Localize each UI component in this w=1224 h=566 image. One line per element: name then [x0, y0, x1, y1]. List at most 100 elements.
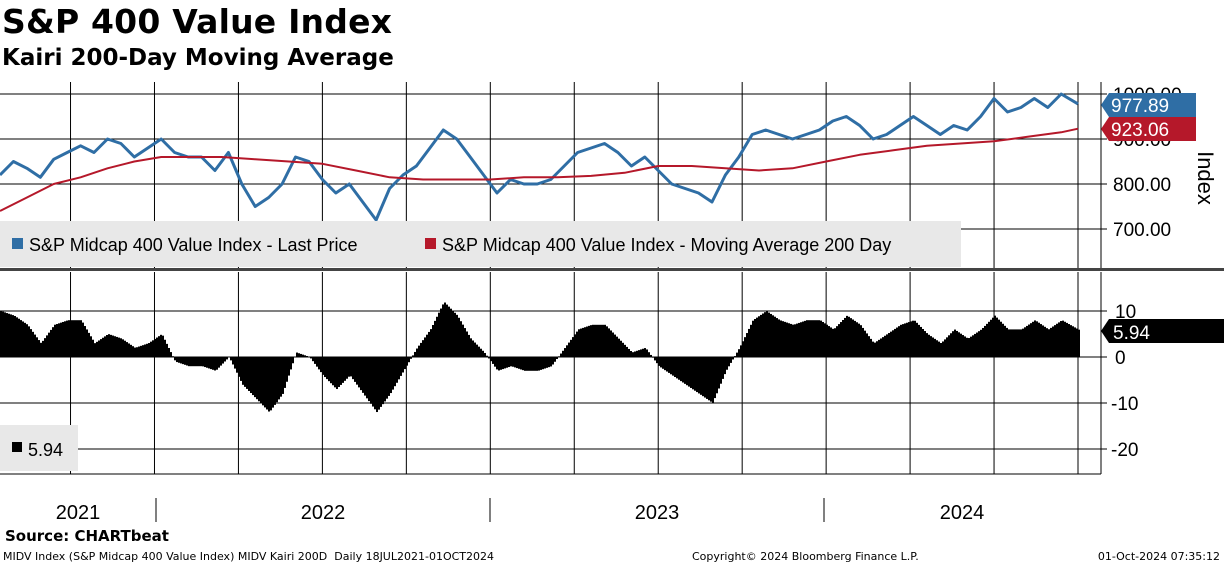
- kairi-bar: [810, 320, 812, 357]
- kairi-bar: [462, 324, 464, 357]
- ma-last-tag: [1101, 117, 1196, 141]
- kairi-bar: [164, 339, 166, 357]
- kairi-bar: [580, 328, 582, 357]
- kairi-bar: [614, 334, 616, 357]
- kairi-bar: [92, 339, 94, 357]
- kairi-bar: [18, 318, 20, 357]
- kairi-bar: [262, 357, 264, 406]
- kairi-bar: [152, 340, 154, 357]
- kairi-bar: [940, 342, 942, 357]
- kairi-bar: [276, 357, 278, 403]
- kairi-bar: [446, 304, 448, 357]
- kairi-bar: [40, 342, 42, 357]
- kairi-bar: [240, 357, 242, 381]
- footer-timestamp: 01-Oct-2024 07:35:12: [1097, 550, 1220, 563]
- kairi-bar: [56, 324, 58, 357]
- kairi-bar: [170, 352, 172, 357]
- kairi-bar: [1074, 327, 1076, 357]
- kairi-bar: [696, 357, 698, 393]
- kairi-bar: [570, 339, 572, 357]
- kairi-bar: [472, 340, 474, 357]
- kairi-bar: [134, 347, 136, 357]
- kairi-bar: [420, 342, 422, 357]
- kairi-bar: [924, 331, 926, 357]
- kairi-bar: [858, 323, 860, 357]
- kairi-bar: [636, 350, 638, 357]
- kairi-bar: [136, 347, 138, 357]
- kairi-bar: [686, 357, 688, 386]
- kairi-bar: [576, 331, 578, 357]
- kairi-bar: [1026, 325, 1028, 357]
- kairi-bar: [1056, 323, 1058, 357]
- kairi-bar: [30, 329, 32, 357]
- kairi-bar: [6, 313, 8, 357]
- panel-divider: [0, 268, 1224, 271]
- kairi-bar: [256, 357, 258, 400]
- kairi-bar: [274, 357, 276, 405]
- kairi-bar: [206, 357, 208, 368]
- kairi-bar: [882, 337, 884, 357]
- kairi-bar: [770, 313, 772, 357]
- kairi-bar: [1030, 323, 1032, 357]
- kairi-bar: [214, 357, 216, 371]
- kairi-bar: [76, 320, 78, 357]
- kairi-bar: [694, 357, 696, 391]
- upper-y-tick-label: 800.00: [1113, 175, 1171, 196]
- kairi-bar: [286, 357, 288, 382]
- kairi-bar: [86, 329, 88, 357]
- kairi-bar: [888, 333, 890, 357]
- kairi-bar: [162, 335, 164, 357]
- x-year-label: 2022: [301, 502, 346, 524]
- kairi-bar: [782, 321, 784, 357]
- kairi-bar: [1048, 329, 1050, 357]
- kairi-bar: [414, 351, 416, 357]
- kairi-bar: [34, 334, 36, 357]
- kairi-bar: [1012, 329, 1014, 357]
- kairi-bar: [1058, 322, 1060, 357]
- kairi-bar: [982, 327, 984, 357]
- kairi-bar: [766, 311, 768, 357]
- kairi-bar: [632, 352, 634, 357]
- kairi-bar: [798, 322, 800, 357]
- kairi-bar: [10, 314, 12, 357]
- kairi-bar: [856, 322, 858, 357]
- kairi-bar: [718, 357, 720, 389]
- kairi-bar: [434, 320, 436, 357]
- kairi-bar: [382, 357, 384, 405]
- kairi-bar: [836, 326, 838, 357]
- kairi-bar: [444, 302, 446, 357]
- kairi-bar: [934, 338, 936, 357]
- kairi-bar: [616, 336, 618, 357]
- kairi-bar: [24, 322, 26, 357]
- kairi-bar: [828, 326, 830, 357]
- kairi-bar: [808, 320, 810, 357]
- kairi-bar: [710, 357, 712, 402]
- kairi-bar: [244, 357, 246, 387]
- kairi-bar: [1004, 325, 1006, 357]
- kairi-bar: [46, 335, 48, 357]
- kairi-bar: [202, 357, 204, 367]
- kairi-bar: [866, 333, 868, 357]
- kairi-bar: [850, 318, 852, 357]
- kairi-bar: [248, 357, 250, 391]
- kairi-bar: [962, 335, 964, 357]
- chart-title: S&P 400 Value Index: [2, 2, 393, 41]
- kairi-bar: [754, 319, 756, 357]
- kairi-bar: [62, 321, 64, 357]
- source-note: Source: CHARTbeat: [5, 527, 169, 545]
- kairi-bar: [508, 357, 510, 368]
- kairi-bar: [156, 337, 158, 357]
- kairi-bar: [840, 322, 842, 357]
- kairi-bar: [578, 329, 580, 357]
- kairi-bar: [290, 357, 292, 370]
- kairi-bar: [458, 317, 460, 357]
- kairi-bar: [920, 326, 922, 357]
- footer-copyright: Copyright© 2024 Bloomberg Finance L.P.: [692, 550, 919, 563]
- kairi-bar: [284, 357, 286, 388]
- kairi-bar: [94, 343, 96, 357]
- kairi-bar: [914, 320, 916, 357]
- kairi-bar: [498, 357, 500, 371]
- kairi-bar: [132, 346, 134, 357]
- kairi-bar: [898, 326, 900, 357]
